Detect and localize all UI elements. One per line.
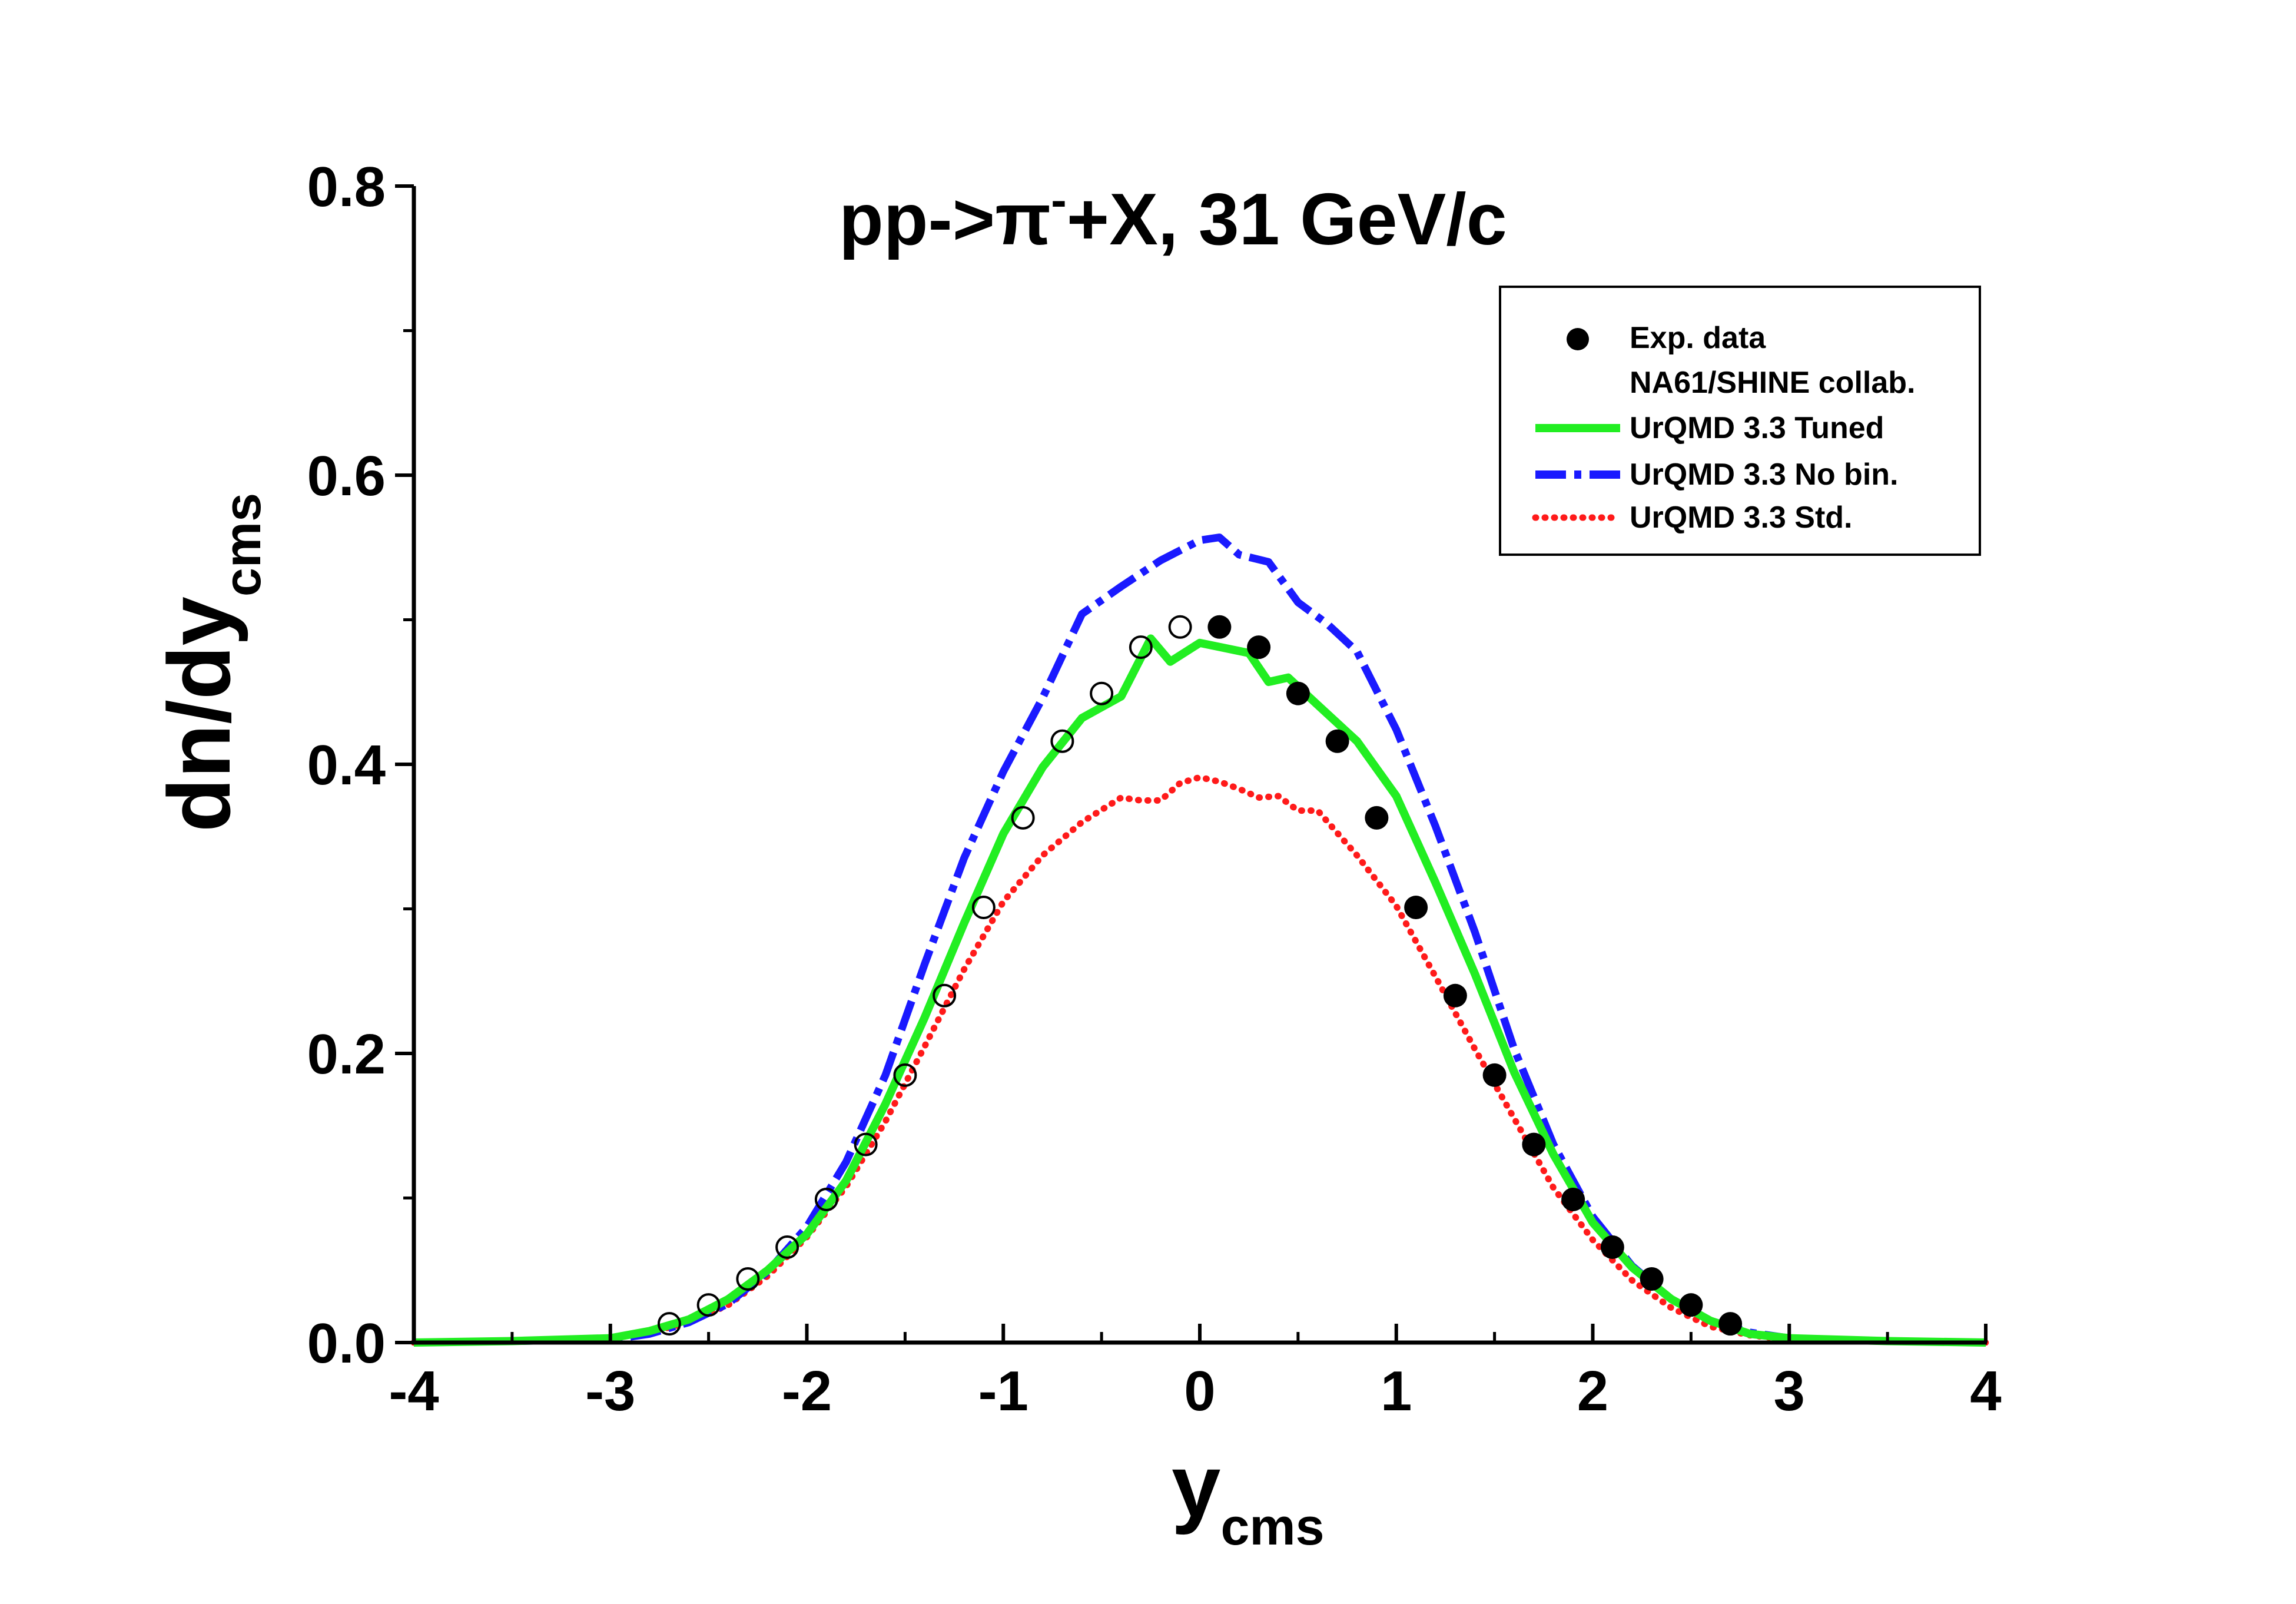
y-tick-label: 0.6 — [307, 445, 386, 508]
legend-label-tuned: UrQMD 3.3 Tuned — [1630, 411, 1884, 445]
series-layer — [410, 533, 1989, 1347]
marker-layer — [657, 615, 1743, 1336]
data-point-filled — [1365, 806, 1389, 830]
legend-marker-exp-data — [1567, 328, 1589, 350]
legend: Exp. data NA61/SHINE collab. UrQMD 3.3 T… — [1499, 286, 1981, 556]
x-tick-label: -2 — [782, 1360, 832, 1423]
data-point-open — [1011, 806, 1035, 830]
x-tick-label: -1 — [978, 1360, 1028, 1423]
legend-label-no-bin: UrQMD 3.3 No bin. — [1630, 458, 1898, 492]
data-point-open — [696, 1293, 721, 1317]
x-tick-label: -4 — [389, 1360, 439, 1423]
data-point-filled — [1207, 615, 1232, 639]
series-line-tuned — [413, 634, 1986, 1347]
y-tick-label: 0.2 — [307, 1023, 386, 1086]
data-point-open — [893, 1063, 917, 1087]
data-point-filled — [1443, 983, 1467, 1008]
data-point-open — [1090, 681, 1114, 705]
x-tick-label: 2 — [1577, 1360, 1608, 1423]
x-tick-label: 3 — [1774, 1360, 1805, 1423]
data-point-filled — [1522, 1132, 1546, 1156]
x-tick-label: -3 — [585, 1360, 635, 1423]
data-point-filled — [1482, 1063, 1507, 1087]
y-axis-label: dn/dycms — [150, 493, 271, 832]
x-tick-label: 4 — [1970, 1360, 2001, 1423]
data-point-filled — [1640, 1267, 1664, 1291]
data-point-open — [775, 1235, 799, 1259]
data-point-open — [657, 1312, 681, 1336]
data-point-filled — [1286, 681, 1310, 705]
data-point-filled — [1718, 1312, 1743, 1336]
data-point-filled — [1325, 729, 1349, 753]
y-tick-label: 0.8 — [307, 155, 386, 218]
chart-title: pp->π-+X, 31 GeV/c — [839, 174, 1507, 260]
data-point-filled — [1600, 1235, 1624, 1259]
x-tick-label: 1 — [1381, 1360, 1412, 1423]
data-point-filled — [1679, 1293, 1703, 1317]
x-tick-label: 0 — [1184, 1360, 1215, 1423]
legend-label-exp-data: Exp. data — [1630, 321, 1766, 355]
legend-label-std: UrQMD 3.3 Std. — [1630, 501, 1853, 535]
data-point-filled — [1404, 896, 1428, 920]
legend-label-na61-shine: NA61/SHINE collab. — [1630, 366, 1915, 400]
data-point-filled — [1247, 635, 1271, 660]
data-point-open — [1168, 615, 1192, 639]
data-point-open — [1050, 729, 1074, 753]
data-point-open — [971, 896, 996, 920]
data-point-open — [814, 1187, 838, 1211]
y-tick-label: 0.0 — [307, 1312, 386, 1375]
data-point-open — [933, 983, 957, 1008]
tick-layer: -4 -3 -2 -1 0 1 2 3 4 0.0 0.2 0.4 0.6 0.8 — [307, 155, 2002, 1423]
data-point-filled — [1561, 1187, 1585, 1211]
data-point-open — [736, 1267, 760, 1291]
data-point-open — [854, 1132, 878, 1156]
data-point-open — [1129, 635, 1153, 660]
x-axis-label: ycms — [1172, 1436, 1325, 1556]
y-tick-label: 0.4 — [307, 734, 386, 797]
